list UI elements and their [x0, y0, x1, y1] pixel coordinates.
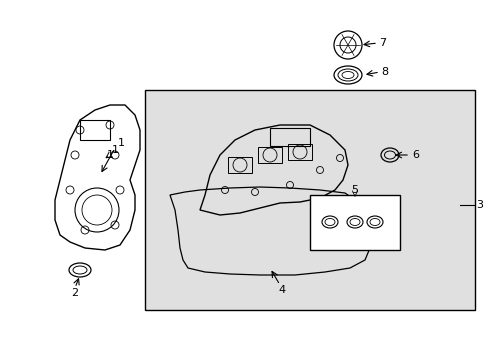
Text: 3: 3: [475, 200, 483, 210]
Text: 6: 6: [412, 150, 419, 160]
Text: 1: 1: [111, 145, 118, 155]
Text: 1: 1: [118, 138, 125, 148]
Bar: [287, 144, 311, 160]
Bar: [258, 147, 282, 163]
Bar: [227, 157, 251, 173]
Bar: [309, 195, 399, 250]
Text: 7: 7: [379, 38, 386, 48]
Bar: [269, 128, 309, 146]
Text: 8: 8: [381, 67, 388, 77]
Text: 2: 2: [71, 288, 79, 298]
Bar: [145, 90, 474, 310]
Text: 4: 4: [278, 285, 285, 295]
Text: 5: 5: [351, 185, 358, 195]
Bar: [80, 120, 110, 140]
Text: 1: 1: [106, 150, 113, 160]
